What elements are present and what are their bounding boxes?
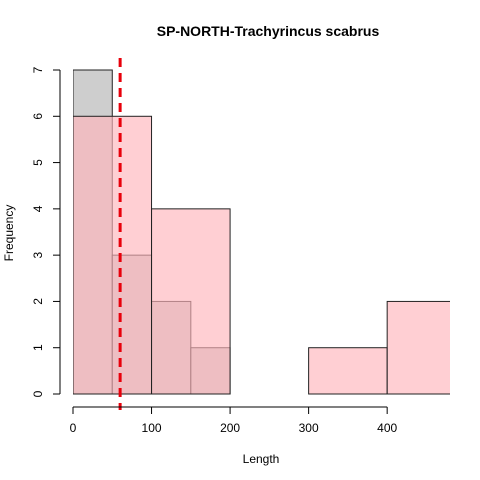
y-tick-label: 4 <box>31 205 45 212</box>
y-tick-label: 1 <box>31 344 45 351</box>
y-tick-label: 7 <box>31 66 45 73</box>
bar-series-2-bin-1 <box>73 115 153 395</box>
y-tick-label: 0 <box>31 390 45 397</box>
x-axis-label: Length <box>243 452 280 466</box>
y-tick-label: 6 <box>31 113 45 120</box>
x-tick-label: 300 <box>299 421 319 435</box>
y-axis-label: Frequency <box>2 205 16 262</box>
bar-series-2-bin-5 <box>386 300 450 395</box>
x-tick-label: 200 <box>220 421 240 435</box>
y-tick-label: 2 <box>31 298 45 305</box>
bar-series-2-bin-2 <box>151 208 231 395</box>
y-axis: 0 1 2 3 4 5 6 7 <box>31 66 61 397</box>
y-tick-label: 5 <box>31 159 45 166</box>
x-tick-label: 400 <box>377 421 397 435</box>
bar-series-2-bin-4 <box>308 347 388 395</box>
bars-layer <box>73 69 450 395</box>
x-tick-label: 100 <box>142 421 162 435</box>
chart-title: SP-NORTH-Trachyrincus scabrus <box>157 23 380 39</box>
x-axis: 0 100 200 300 400 <box>70 406 397 435</box>
x-tick-label: 0 <box>70 421 77 435</box>
y-tick-label: 3 <box>31 251 45 258</box>
